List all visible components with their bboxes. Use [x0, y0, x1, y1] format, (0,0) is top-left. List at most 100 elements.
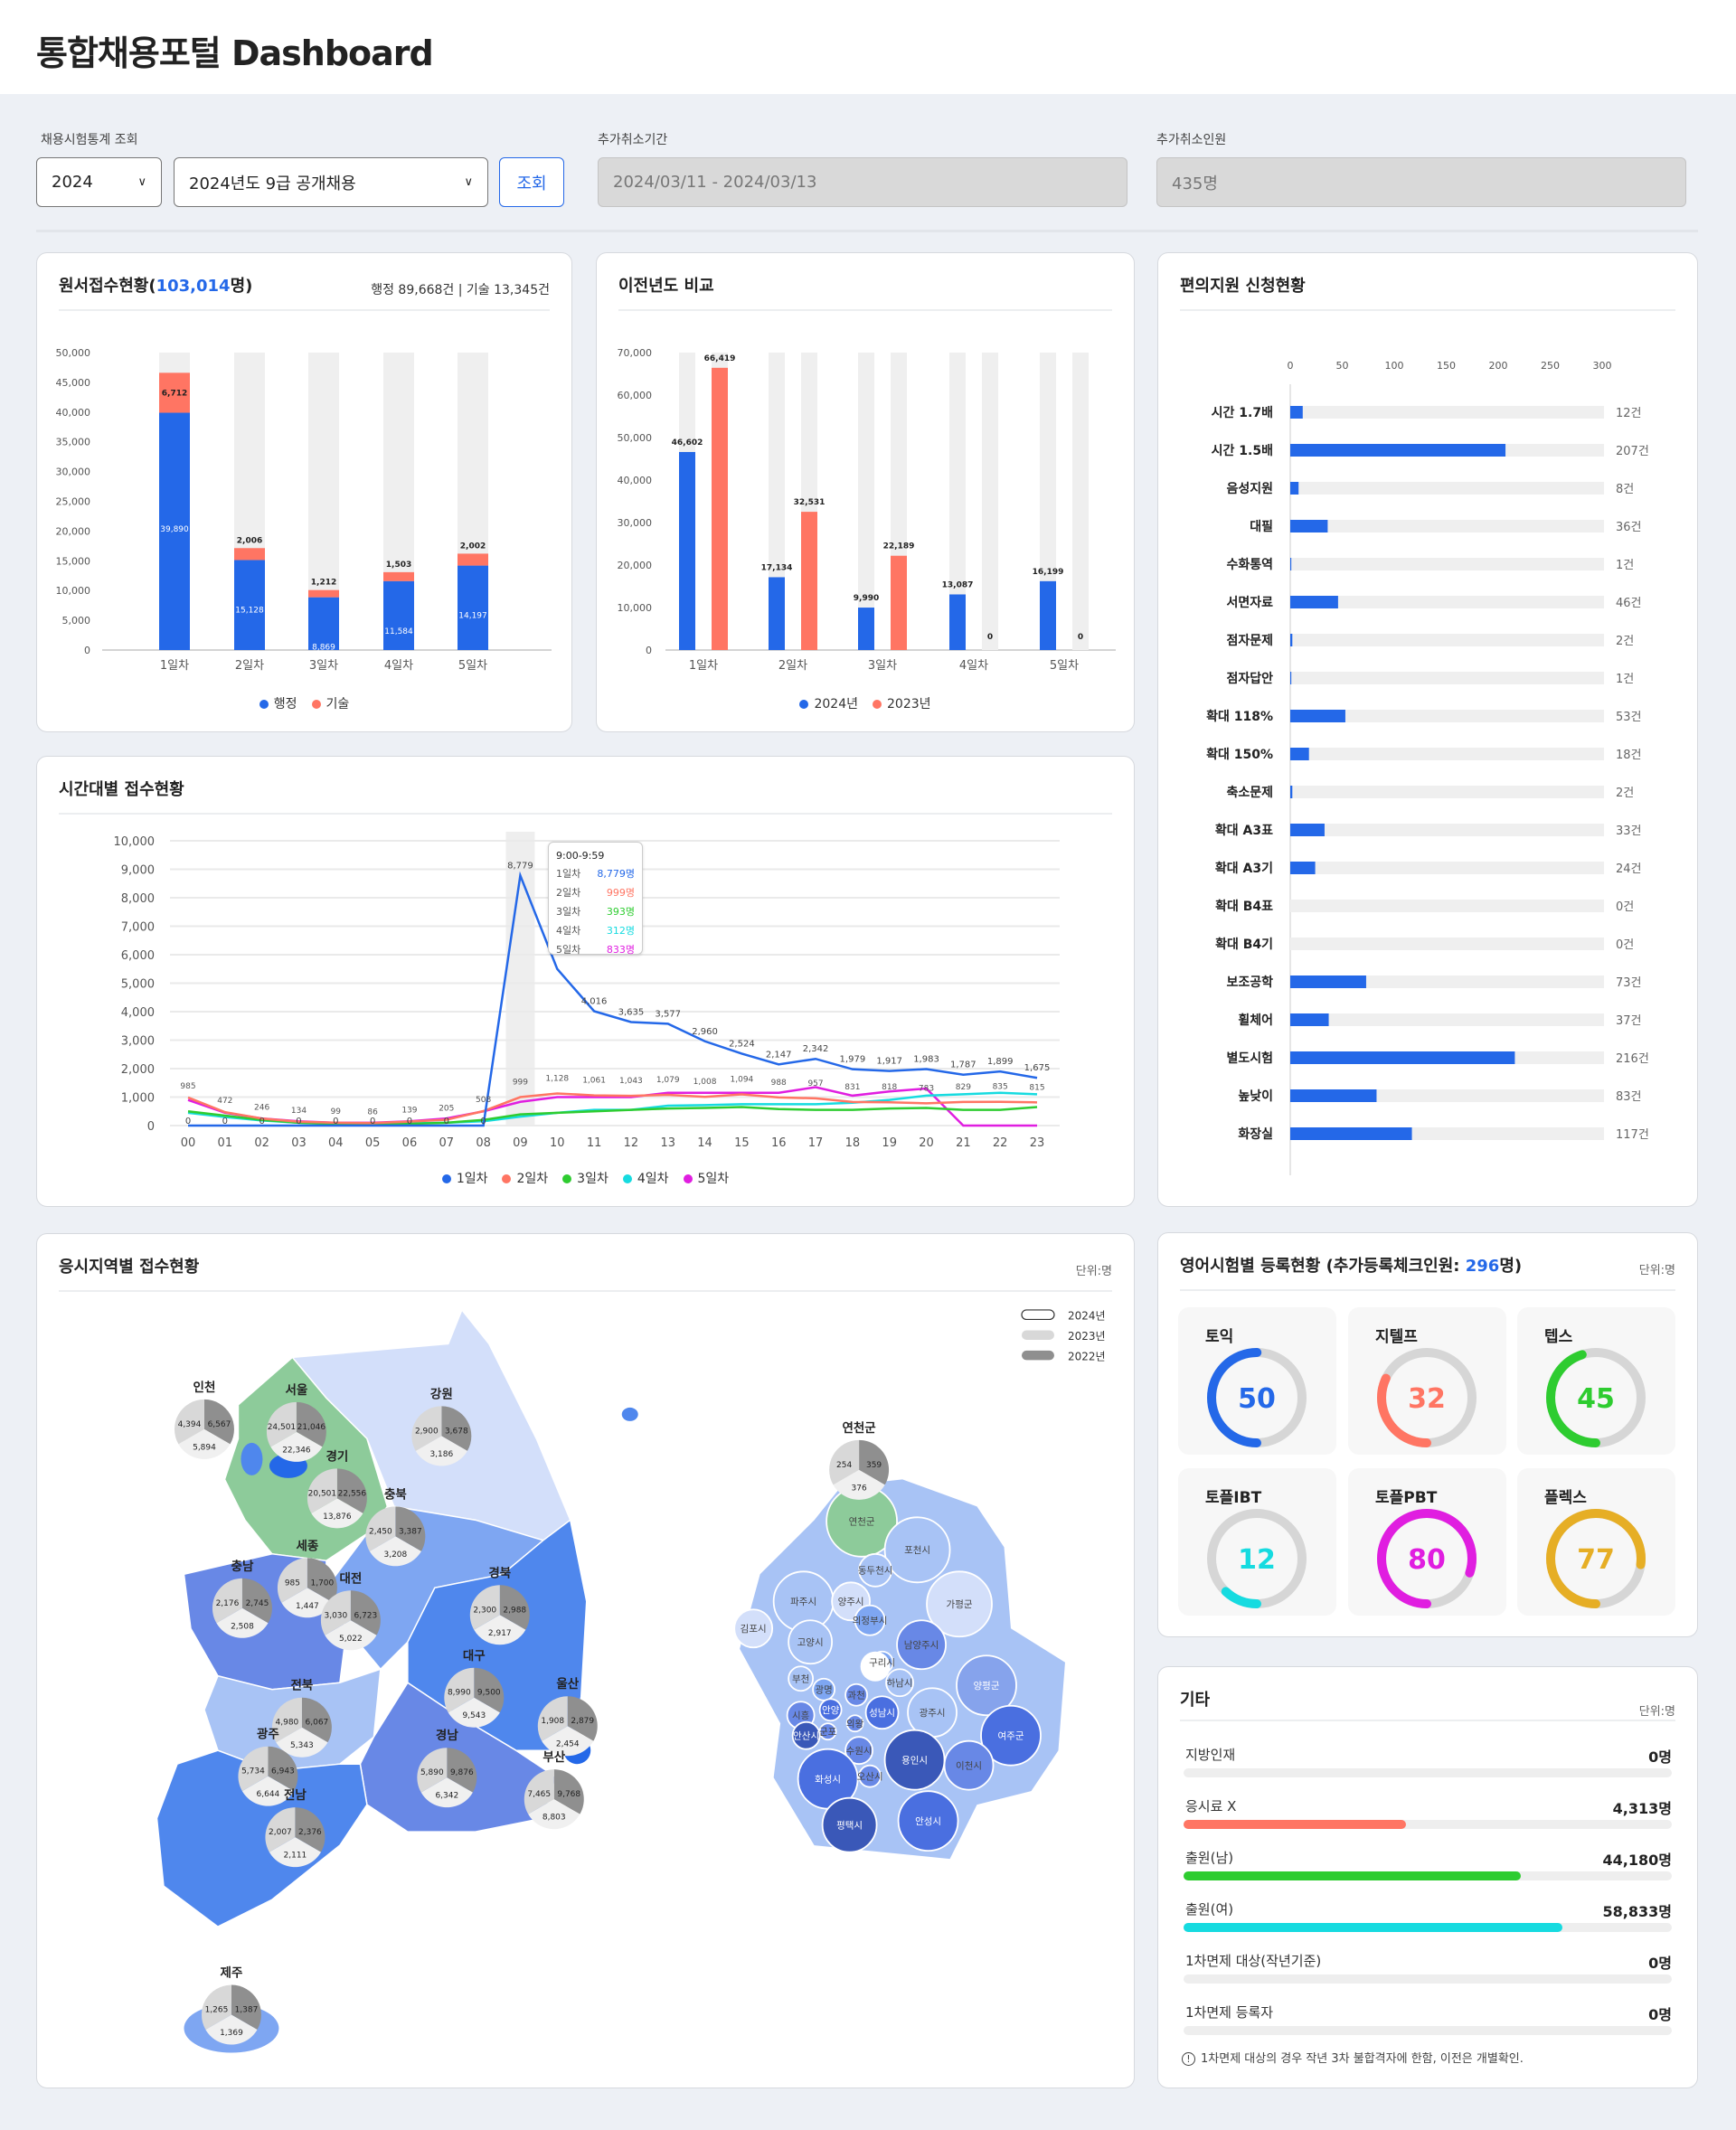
city-label: 안양 — [822, 1705, 840, 1716]
pie-label-2023: 1,265 — [205, 2006, 229, 2015]
data-label: 508 — [476, 1096, 491, 1105]
region-name: 경기 — [326, 1448, 348, 1464]
pie-label-2022: 9,768 — [557, 1790, 580, 1799]
data-label: 1,128 — [545, 1074, 569, 1083]
pie-slice-2022 — [441, 1406, 472, 1451]
legend-swatch — [1021, 1309, 1055, 1321]
data-label: 22,189 — [883, 542, 915, 551]
period-field[interactable]: 2024/03/11 - 2024/03/13 — [598, 157, 1127, 207]
pie-slice-2022 — [231, 1984, 261, 2031]
data-label: 134 — [291, 1107, 307, 1116]
bar — [1290, 975, 1366, 988]
y-tick-label: 7,000 — [121, 921, 155, 935]
summary-text: 행정 89,668건 | 기술 13,345건 — [371, 283, 550, 297]
row-label: 1차면제 대상(작년기준) — [1185, 1953, 1322, 1969]
legend-item[interactable]: 2일차 — [502, 1169, 548, 1187]
y-tick-label: 20,000 — [56, 525, 91, 537]
legend-item[interactable]: 5일차 — [683, 1169, 729, 1187]
x-tick-label: 23 — [1030, 1136, 1045, 1150]
data-label: 8,869 — [312, 644, 335, 653]
etc-row: 응시료 X 4,313명 — [1184, 1796, 1672, 1842]
region-name: 전북 — [291, 1678, 314, 1693]
pie-label-2024: 13,876 — [323, 1513, 352, 1522]
y-tick-label: 30,000 — [618, 517, 653, 529]
pie-slice-2022 — [307, 1558, 337, 1603]
data-label: 13,087 — [942, 580, 974, 589]
bar-track — [982, 353, 998, 650]
pie-slice-2022 — [268, 1746, 298, 1792]
x-tick-label: 21 — [956, 1136, 971, 1150]
category-label: 음성지원 — [1226, 482, 1273, 496]
legend-item[interactable]: 3일차 — [562, 1169, 609, 1187]
pie-label-2024: 376 — [852, 1484, 867, 1493]
value-label: 12건 — [1616, 407, 1642, 420]
bar-track — [1290, 786, 1604, 798]
region-name: 대구 — [463, 1649, 486, 1663]
progress-track — [1184, 1768, 1672, 1777]
progress-track — [1184, 1871, 1672, 1880]
y-tick-label: 35,000 — [56, 437, 91, 448]
x-tick-label: 100 — [1385, 360, 1404, 372]
data-label: 0 — [222, 1117, 228, 1126]
data-label: 3,635 — [618, 1007, 645, 1017]
region-name: 인천 — [193, 1380, 216, 1395]
legend-item[interactable]: 1일차 — [441, 1169, 487, 1187]
category-label: 확대 B4기 — [1215, 937, 1273, 952]
y-tick-label: 0 — [646, 645, 652, 656]
data-label: 9,990 — [854, 594, 879, 603]
data-label: 818 — [882, 1083, 897, 1092]
pie-label-2022: 3,678 — [445, 1427, 468, 1436]
pie-label-2022: 6,567 — [208, 1420, 231, 1429]
pie-slice-2022 — [859, 1439, 890, 1485]
pie-slice-2023 — [537, 1696, 568, 1741]
city-label: 양평군 — [974, 1681, 1000, 1692]
legend-item[interactable]: 4일차 — [622, 1169, 669, 1187]
data-label: 2,002 — [460, 542, 486, 551]
pie-label-2023: 8,990 — [448, 1689, 471, 1698]
applications-chart: 0 5,000 10,000 15,000 20,000 25,000 30,000 35,0… — [56, 347, 552, 673]
pie-label-2024: 2,508 — [231, 1622, 254, 1631]
data-label: 985 — [180, 1082, 195, 1091]
search-button[interactable]: 조회 — [499, 157, 564, 207]
value-label: 46건 — [1616, 597, 1642, 610]
tooltip-title: 9:00-9:59 — [556, 850, 605, 862]
pie-label-2022: 359 — [866, 1461, 882, 1470]
pie-slice-2023 — [266, 1401, 297, 1447]
pie-label-2022: 22,556 — [338, 1489, 367, 1498]
city-label: 여주군 — [998, 1730, 1024, 1741]
gauge-fill — [1207, 1509, 1307, 1608]
unit-label: 단위:명 — [1638, 1705, 1675, 1719]
year-select[interactable]: 2024 ∨ — [36, 157, 162, 207]
period-label: 추가취소기간 — [598, 133, 668, 147]
bar-track — [1290, 634, 1604, 646]
data-label: 2,006 — [237, 536, 262, 545]
value-label: 2건 — [1616, 635, 1634, 648]
people-field[interactable]: 435명 — [1156, 157, 1686, 207]
bar-haengjeong — [159, 412, 190, 650]
x-tick-label: 4일차 — [959, 659, 988, 673]
pie-label-2024: 1,369 — [220, 2029, 243, 2038]
bar-track — [949, 353, 966, 650]
pie-slice-2024 — [833, 1469, 885, 1500]
city-label: 시흥 — [792, 1710, 810, 1721]
row-value: 58,833명 — [1602, 1903, 1672, 1920]
card-title: 기타 — [1180, 1691, 1211, 1710]
data-label: 1,917 — [876, 1057, 902, 1067]
city-region — [943, 1739, 995, 1791]
prev-year-chart: 0 10,000 20,000 30,000 40,000 50,000 60,000 70,… — [618, 347, 1116, 673]
bar-haengjeong — [308, 597, 339, 650]
city-region — [956, 1654, 1017, 1717]
x-tick-label: 0 — [1288, 360, 1294, 372]
pie-slice-2022 — [295, 1807, 326, 1852]
pie-label-2022: 6,723 — [354, 1611, 378, 1620]
pie-slice-2023 — [444, 1667, 475, 1713]
data-label: 46,602 — [672, 438, 703, 448]
pie-label-2022: 2,745 — [246, 1599, 269, 1608]
pie-label-2024: 2,111 — [284, 1852, 307, 1861]
exam-select[interactable]: 2024년도 9급 공개채용 ∨ — [174, 157, 488, 207]
pie-label-2024: 3,186 — [429, 1450, 453, 1459]
category-label: 대필 — [1250, 519, 1273, 534]
dokdo-region — [621, 1407, 638, 1421]
category-label: 수화통역 — [1226, 557, 1273, 572]
data-label: 246 — [254, 1103, 269, 1112]
